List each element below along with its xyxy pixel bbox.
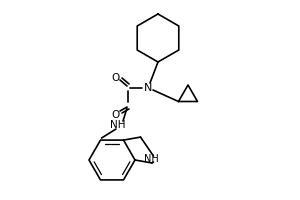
Text: N: N xyxy=(144,83,152,93)
Text: O: O xyxy=(112,110,120,120)
Text: NH: NH xyxy=(110,120,126,130)
Text: NH: NH xyxy=(144,154,159,164)
Text: O: O xyxy=(112,73,120,83)
